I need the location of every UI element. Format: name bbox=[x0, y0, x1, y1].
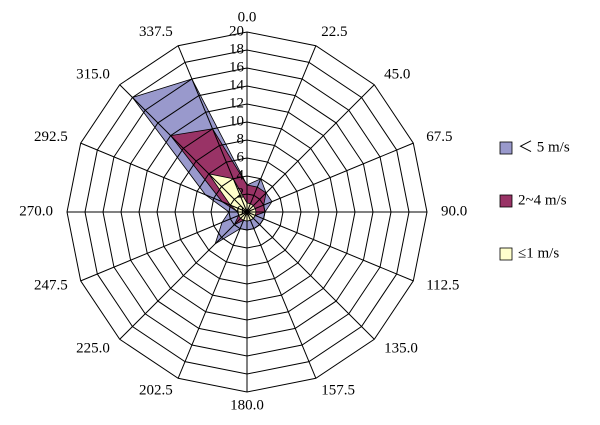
r-tick-label: 6 bbox=[237, 149, 245, 165]
direction-label: 0.0 bbox=[238, 9, 257, 25]
r-tick-label: 18 bbox=[229, 41, 244, 57]
r-tick-label: 10 bbox=[229, 113, 244, 129]
direction-label: 202.5 bbox=[139, 383, 173, 399]
direction-label: 315.0 bbox=[76, 66, 110, 82]
r-tick-label: 4 bbox=[237, 167, 245, 183]
legend-swatch bbox=[499, 141, 513, 155]
r-tick-label: 2 bbox=[237, 185, 245, 201]
spoke bbox=[119, 84, 248, 213]
r-tick-label: 14 bbox=[229, 77, 245, 93]
legend-swatch bbox=[499, 247, 513, 261]
direction-label: 180.0 bbox=[230, 397, 264, 413]
r-tick-label: 0 bbox=[237, 203, 245, 219]
direction-label: 337.5 bbox=[139, 24, 173, 40]
direction-label: 90.0 bbox=[441, 203, 467, 219]
r-tick-label: 20 bbox=[229, 23, 244, 39]
r-tick-label: 12 bbox=[229, 95, 244, 111]
legend-swatch bbox=[499, 194, 513, 208]
legend-label: 2~4 m/s bbox=[518, 192, 567, 208]
legend-label: ≤1 m/s bbox=[518, 245, 559, 261]
direction-label: 157.5 bbox=[321, 383, 355, 399]
spoke bbox=[177, 45, 248, 213]
direction-label: 247.5 bbox=[34, 278, 68, 294]
r-tick-label: 8 bbox=[237, 131, 245, 147]
r-tick-label: 16 bbox=[229, 59, 245, 75]
direction-label: 45.0 bbox=[384, 66, 410, 82]
legend-label: ＜ 5 m/s bbox=[518, 139, 570, 155]
spoke bbox=[246, 211, 414, 282]
spoke bbox=[246, 211, 375, 340]
spoke bbox=[246, 142, 414, 213]
direction-label: 270.0 bbox=[19, 203, 53, 219]
spoke bbox=[246, 84, 375, 213]
direction-label: 67.5 bbox=[426, 129, 452, 145]
direction-label: 135.0 bbox=[384, 341, 418, 357]
direction-label: 225.0 bbox=[76, 341, 110, 357]
direction-label: 292.5 bbox=[34, 129, 68, 145]
spoke bbox=[80, 211, 248, 282]
spoke bbox=[177, 211, 248, 379]
spoke bbox=[246, 45, 317, 213]
spoke bbox=[246, 211, 317, 379]
spoke bbox=[119, 211, 248, 340]
direction-label: 22.5 bbox=[321, 24, 347, 40]
spoke bbox=[80, 142, 248, 213]
direction-label: 112.5 bbox=[426, 278, 459, 294]
